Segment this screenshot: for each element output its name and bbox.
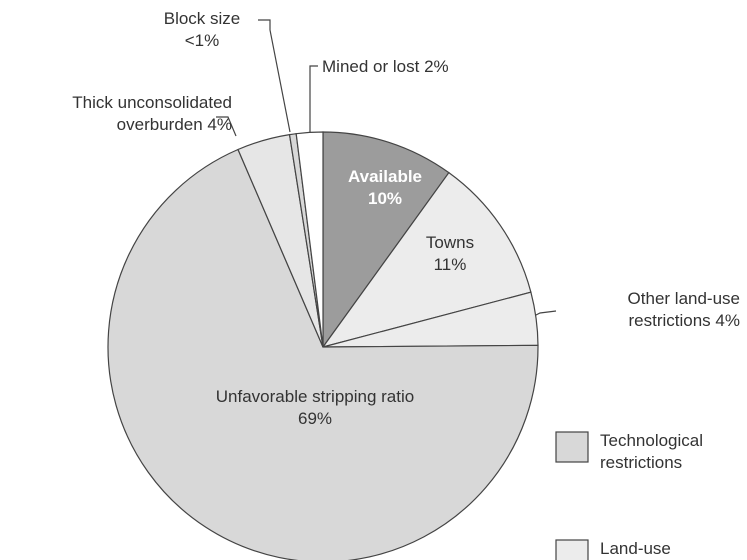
slice-label: Block size <1% [148, 8, 256, 52]
pie-slice [295, 131, 324, 348]
legend-label: Land-use restrictions [600, 539, 671, 558]
leader-line [258, 19, 291, 133]
pie-slice [107, 148, 539, 560]
slice-label: Other land-use restrictions 4% [548, 288, 740, 332]
value-label: <1% [184, 31, 220, 50]
legend-swatch [555, 431, 589, 463]
category-name: Block size [163, 9, 241, 28]
pie-slice [322, 131, 450, 349]
value-label: 4% [207, 115, 232, 134]
value-label: 2% [424, 57, 449, 76]
category-name: Thick unconsolidated overburden [72, 93, 232, 134]
category-name: Other land-use restrictions [627, 289, 740, 330]
legend-swatch [555, 539, 589, 560]
slice-label: Available 10% [338, 166, 432, 210]
value-label: 69% [297, 409, 333, 428]
legend-label: Technological restrictions [600, 431, 704, 472]
category-name: Unfavorable stripping ratio [215, 387, 415, 406]
leader-line [216, 116, 237, 137]
value-label: 11% [433, 255, 467, 274]
category-name: Towns [425, 233, 475, 252]
value-label: 10% [367, 189, 403, 208]
category-name: Mined or lost [322, 57, 420, 76]
slice-label: Towns 11% [412, 232, 488, 276]
value-label: 4% [715, 311, 740, 330]
slice-label: Thick unconsolidated overburden 4% [0, 92, 232, 136]
slice-label: Mined or lost 2% [322, 56, 512, 78]
slice-label: Unfavorable stripping ratio 69% [205, 386, 425, 430]
pie-slice [321, 171, 532, 349]
leader-line [309, 65, 318, 134]
category-name: Available [347, 167, 423, 186]
